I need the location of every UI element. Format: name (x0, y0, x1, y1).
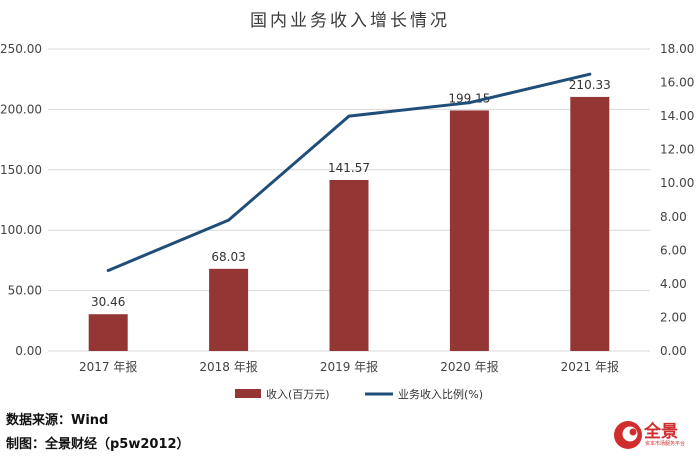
line-point (588, 72, 592, 76)
right-axis-tick-label: 2.00 (660, 310, 687, 324)
bar-series: 30.46 68.03 141.57 199.15 210.33 (88, 78, 611, 351)
x-axis: 2017 年报 2018 年报 2019 年报 2020 年报 2021 年报 (79, 359, 619, 374)
left-axis-tick-label: 250.00 (0, 42, 42, 56)
legend-line-label: 业务收入比例(%) (398, 387, 483, 401)
right-axis-tick-label: 14.00 (660, 109, 694, 123)
bar (329, 179, 369, 351)
quanjing-logo: 全景 资本市场服务平台 (612, 416, 698, 456)
bar (570, 96, 610, 351)
data-source-note: 数据来源：Wind (6, 413, 109, 428)
right-axis-tick-label: 18.00 (660, 42, 694, 56)
right-axis: 0.00 2.00 4.00 6.00 8.00 10.00 12.00 14.00 16.00… (660, 42, 694, 358)
logo-name: 全景 (644, 422, 678, 442)
bar (88, 314, 128, 351)
left-axis-tick-label: 50.00 (8, 284, 42, 298)
line-point (347, 114, 351, 118)
bar-data-label: 141.57 (328, 161, 370, 175)
x-axis-tick-label: 2021 年报 (561, 359, 619, 374)
right-axis-tick-label: 6.00 (660, 243, 687, 257)
right-axis-tick-label: 10.00 (660, 176, 694, 190)
bar-data-label: 199.15 (448, 91, 490, 105)
right-axis-tick-label: 12.00 (660, 143, 694, 157)
line-series (106, 72, 592, 272)
chart-maker-note: 制图：全景财经（p5w2012） (6, 437, 190, 452)
left-axis: 0.00 50.00 100.00 150.00 200.00 250.00 (0, 42, 42, 358)
chart-title: 国内业务收入增长情况 (250, 11, 450, 31)
x-axis-tick-label: 2019 年报 (320, 359, 378, 374)
bar (449, 110, 489, 351)
right-axis-tick-label: 4.00 (660, 277, 687, 291)
x-axis-tick-label: 2018 年报 (199, 359, 257, 374)
chart: 国内业务收入增长情况 0.00 50.00 100.00 150.00 200.00 25… (0, 11, 694, 401)
left-axis-tick-label: 200.00 (0, 102, 42, 116)
x-axis-tick-label: 2017 年报 (79, 359, 137, 374)
legend: 收入(百万元) 业务收入比例(%) (235, 387, 483, 401)
right-axis-tick-label: 0.00 (660, 344, 687, 358)
x-axis-tick-label: 2020 年报 (440, 359, 498, 374)
bar-data-label: 210.33 (569, 78, 611, 92)
line-point (106, 268, 110, 272)
right-axis-tick-label: 8.00 (660, 210, 687, 224)
left-axis-tick-label: 150.00 (0, 163, 42, 177)
left-axis-tick-label: 100.00 (0, 223, 42, 237)
logo-swirl-icon (614, 421, 642, 449)
bar (209, 268, 249, 351)
line-point (467, 101, 471, 105)
right-axis-tick-label: 16.00 (660, 76, 694, 90)
legend-bar-swatch (235, 389, 261, 398)
legend-bar-label: 收入(百万元) (266, 387, 330, 401)
logo-subtitle: 资本市场服务平台 (645, 441, 686, 447)
line-point (227, 218, 231, 222)
bar-data-label: 30.46 (91, 295, 125, 309)
bar-data-label: 68.03 (211, 250, 245, 264)
left-axis-tick-label: 0.00 (15, 344, 42, 358)
